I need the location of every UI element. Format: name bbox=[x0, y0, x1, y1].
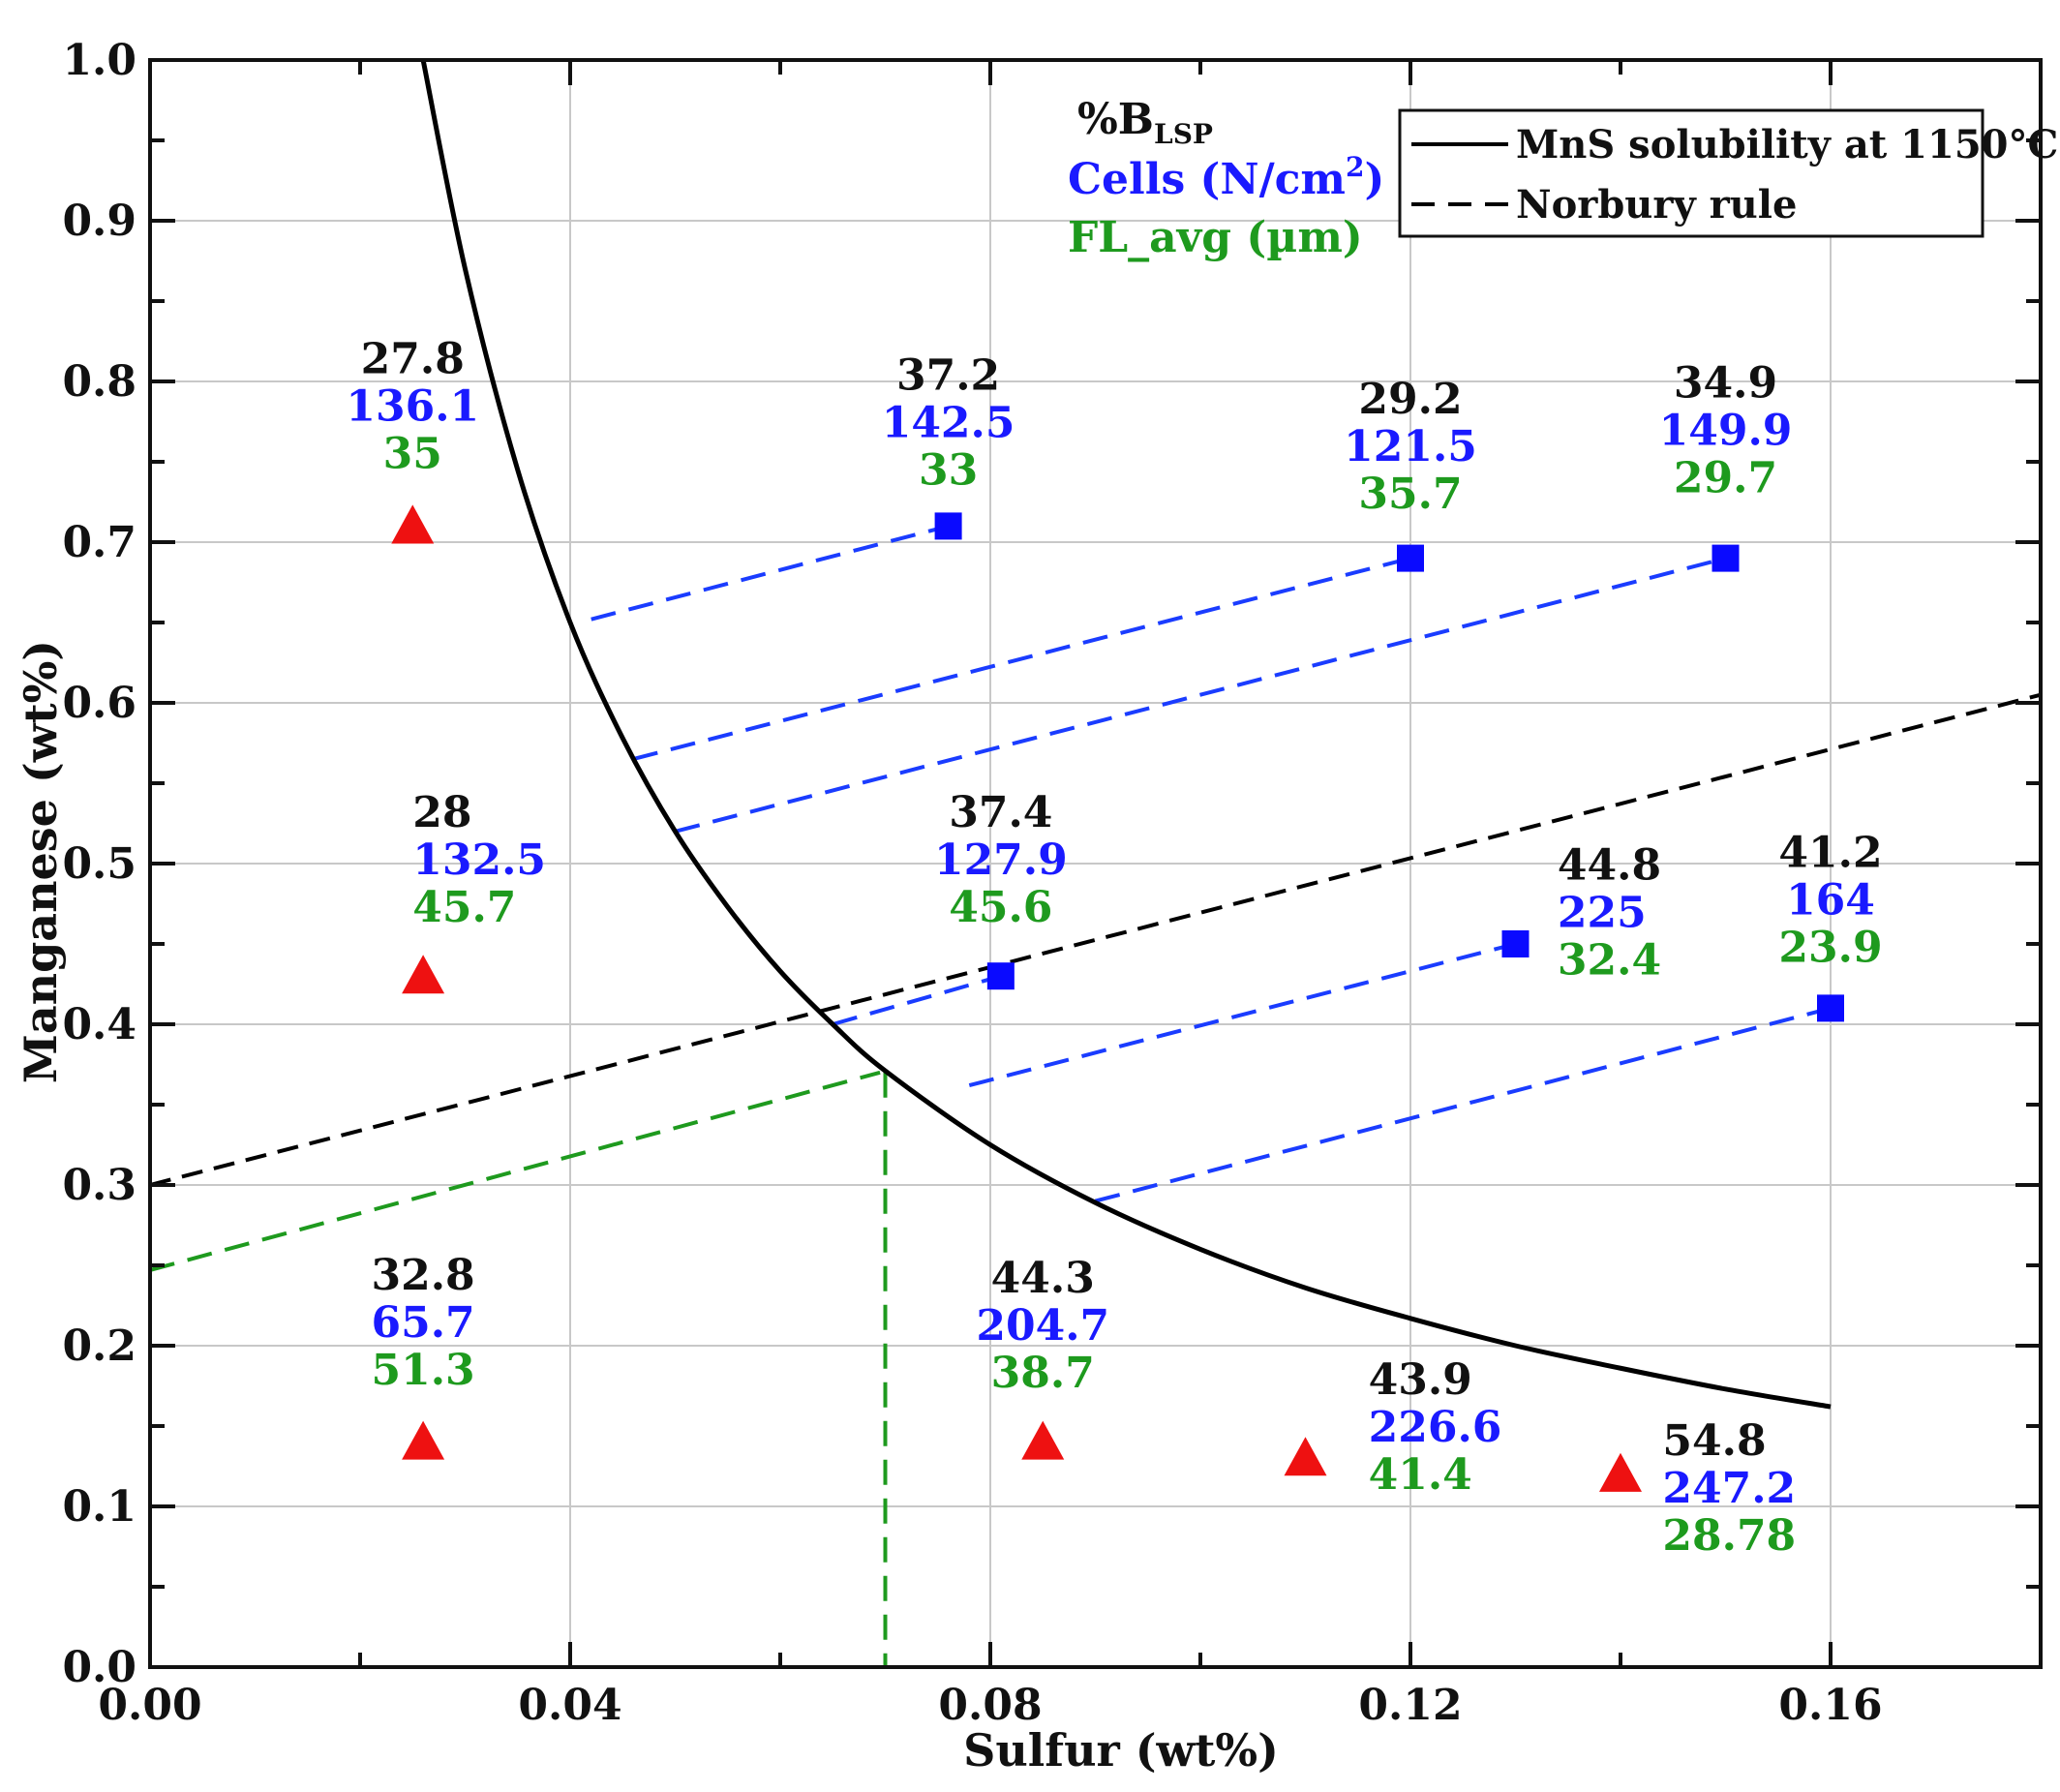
key-cells-close: ) bbox=[1364, 155, 1384, 204]
square-marker bbox=[1501, 930, 1530, 957]
y-tick-label: 0.7 bbox=[62, 518, 136, 567]
grid bbox=[150, 60, 2041, 1667]
key-cells-label: Cells (N/cm bbox=[1068, 155, 1346, 204]
triangle-marker bbox=[402, 1420, 445, 1460]
square-marker bbox=[1397, 544, 1424, 572]
data-lines bbox=[149, 59, 2042, 1667]
label-fl: 38.7 bbox=[991, 1349, 1095, 1398]
label-fl: 32.4 bbox=[1558, 936, 1661, 986]
label-cells: 127.9 bbox=[934, 835, 1068, 885]
triangle-marker bbox=[1284, 1437, 1327, 1476]
label-cells: 247.2 bbox=[1662, 1464, 1796, 1513]
axis-ticks bbox=[150, 60, 2041, 1667]
square-marker bbox=[986, 962, 1015, 990]
projection-line bbox=[968, 942, 1517, 1088]
triangle-marker bbox=[391, 504, 435, 544]
y-tick-label: 0.6 bbox=[62, 679, 136, 728]
label-cells: 225 bbox=[1558, 889, 1647, 938]
key-block: %BLSP Cells (N/cm2) FL_avg (µm) bbox=[1068, 95, 1384, 262]
y-tick-label: 0.2 bbox=[62, 1321, 136, 1371]
key-fl: FL_avg (µm) bbox=[1068, 213, 1363, 262]
y-tick-label: 0.8 bbox=[62, 357, 136, 407]
legend-box bbox=[1398, 108, 1984, 238]
mns-solubility-curve bbox=[420, 59, 1832, 1410]
label-fl: 35 bbox=[383, 430, 442, 479]
norbury-rule-line bbox=[149, 692, 2042, 1187]
label-fl: 51.3 bbox=[372, 1346, 475, 1395]
key-lsp: %BLSP bbox=[1077, 95, 1213, 150]
label-lsp: 43.9 bbox=[1369, 1355, 1472, 1405]
x-tick-label: 0.16 bbox=[1778, 1681, 1882, 1730]
label-lsp: 44.8 bbox=[1558, 841, 1661, 891]
y-tick-label: 0.3 bbox=[62, 1161, 136, 1210]
label-lsp: 34.9 bbox=[1674, 359, 1777, 409]
square-marker bbox=[1712, 544, 1740, 572]
label-cells: 132.5 bbox=[412, 835, 546, 885]
label-lsp: 37.4 bbox=[949, 788, 1052, 837]
label-fl: 45.6 bbox=[949, 883, 1052, 932]
label-cells: 65.7 bbox=[372, 1298, 475, 1348]
key-cells: Cells (N/cm2) bbox=[1068, 151, 1384, 204]
y-tick-label: 0.5 bbox=[62, 839, 136, 889]
x-axis-title: Sulfur (wt%) bbox=[963, 1724, 1279, 1777]
y-axis-title: Manganese (wt%) bbox=[15, 640, 67, 1083]
triangle-marker bbox=[402, 955, 445, 994]
data-points bbox=[391, 504, 1844, 1492]
y-tick-label: 0.4 bbox=[62, 1000, 136, 1049]
key-lsp-prefix: %B bbox=[1077, 95, 1154, 144]
label-cells: 142.5 bbox=[882, 398, 1015, 447]
label-lsp: 28 bbox=[412, 788, 471, 837]
square-marker bbox=[1817, 994, 1844, 1022]
x-tick-label: 0.08 bbox=[938, 1681, 1042, 1730]
x-tick-label: 0.12 bbox=[1358, 1681, 1462, 1730]
label-lsp: 32.8 bbox=[372, 1251, 475, 1300]
projection-line bbox=[832, 974, 1002, 1026]
label-cells: 226.6 bbox=[1369, 1403, 1502, 1452]
label-lsp: 54.8 bbox=[1662, 1416, 1766, 1466]
annotations: 0.00 0.04 0.08 0.12 0.16 0.0 0.1 0.2 0.3 0.4 0.5 0.… bbox=[62, 36, 1882, 1730]
label-fl: 28.78 bbox=[1662, 1511, 1796, 1561]
label-cells: 164 bbox=[1786, 875, 1875, 925]
x-tick-label: 0.04 bbox=[518, 1681, 621, 1730]
triangle-marker bbox=[1021, 1420, 1065, 1460]
legend-label-norbury: Norbury rule bbox=[1516, 182, 1797, 228]
y-tick-label: 1.0 bbox=[62, 36, 136, 85]
square-marker bbox=[934, 512, 962, 540]
label-fl: 23.9 bbox=[1778, 923, 1882, 972]
projection-line bbox=[674, 556, 1727, 834]
y-tick-label: 0.1 bbox=[62, 1482, 136, 1532]
label-fl: 35.7 bbox=[1358, 470, 1462, 519]
label-cells: 121.5 bbox=[1344, 422, 1477, 471]
green-guide-line bbox=[149, 1070, 881, 1272]
label-lsp: 44.3 bbox=[991, 1254, 1095, 1303]
label-lsp: 37.2 bbox=[896, 350, 1000, 400]
label-lsp: 41.2 bbox=[1778, 828, 1882, 877]
key-lsp-sub: LSP bbox=[1154, 118, 1213, 150]
key-cells-sup: 2 bbox=[1346, 151, 1364, 183]
label-cells: 136.1 bbox=[346, 382, 479, 432]
label-fl: 29.7 bbox=[1674, 454, 1777, 503]
projection-line bbox=[591, 524, 950, 622]
projection-line bbox=[1094, 1006, 1832, 1203]
label-lsp: 29.2 bbox=[1358, 375, 1462, 424]
label-fl: 45.7 bbox=[412, 883, 516, 932]
label-cells: 149.9 bbox=[1659, 407, 1793, 456]
x-tick-label: 0.00 bbox=[98, 1681, 201, 1730]
triangle-marker bbox=[1599, 1452, 1642, 1492]
label-lsp: 27.8 bbox=[361, 335, 465, 384]
legend-label-mns: MnS solubility at 1150°C bbox=[1516, 122, 2058, 167]
label-cells: 204.7 bbox=[976, 1301, 1109, 1351]
y-tick-label: 0.0 bbox=[62, 1643, 136, 1692]
legend: MnS solubility at 1150°C Norbury rule bbox=[1398, 108, 2058, 238]
label-fl: 33 bbox=[919, 445, 978, 495]
y-tick-label: 0.9 bbox=[62, 197, 136, 246]
projection-line bbox=[632, 556, 1411, 762]
label-fl: 41.4 bbox=[1369, 1450, 1472, 1500]
